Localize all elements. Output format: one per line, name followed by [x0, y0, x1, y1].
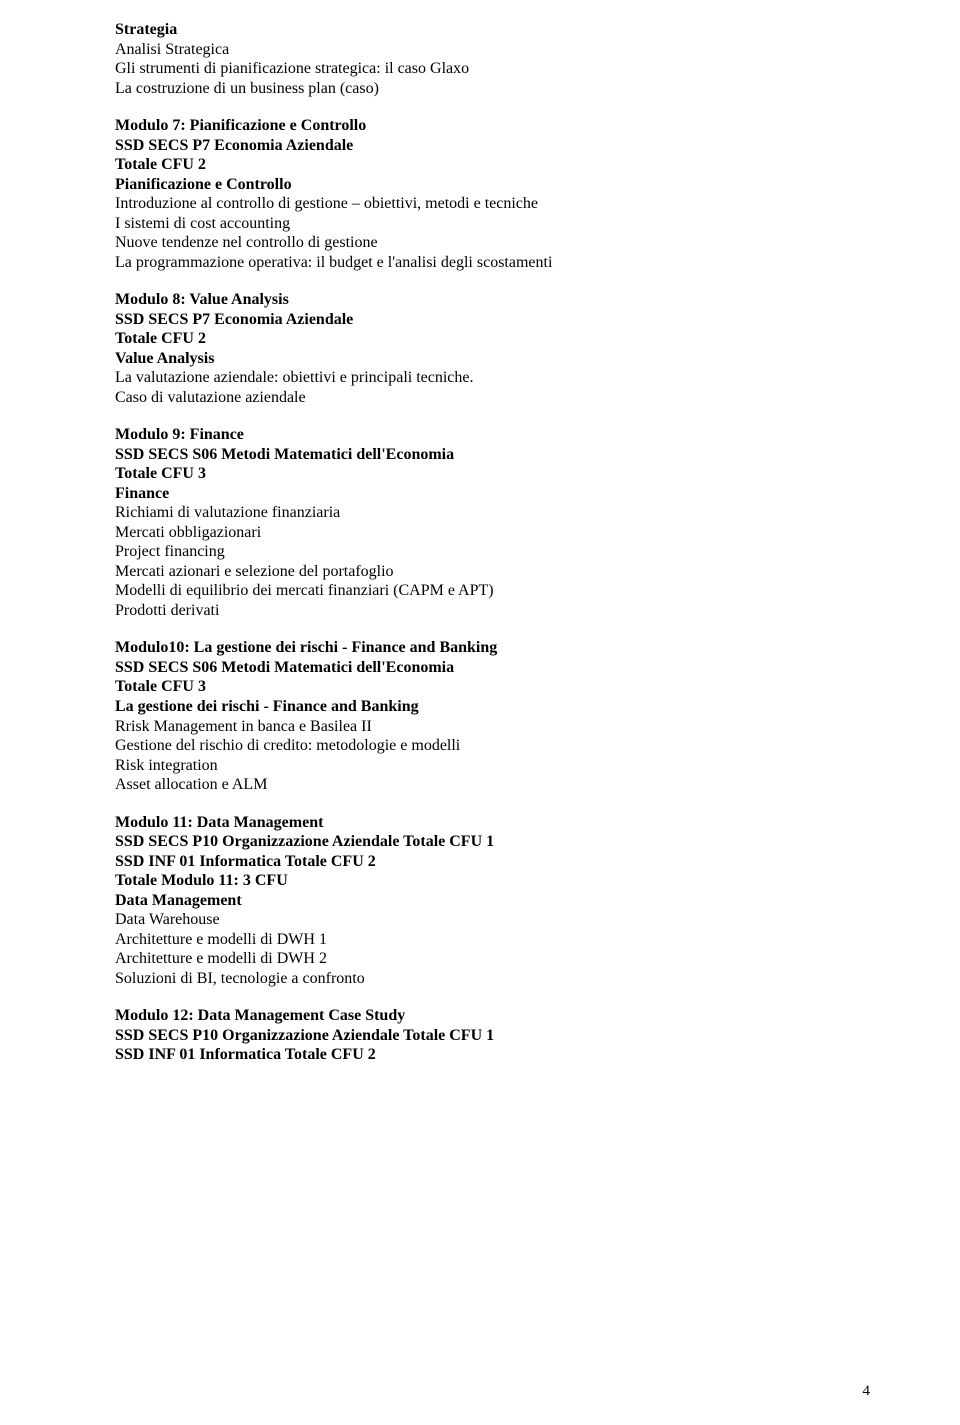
- section: Modulo 11: Data ManagementSSD SECS P10 O…: [115, 813, 870, 989]
- text-line: Modulo 7: Pianificazione e Controllo: [115, 116, 870, 136]
- text-line: SSD SECS S06 Metodi Matematici dell'Econ…: [115, 445, 870, 465]
- text-line: Architetture e modelli di DWH 2: [115, 949, 870, 969]
- text-line: SSD INF 01 Informatica Totale CFU 2: [115, 1045, 870, 1065]
- text-line: Data Warehouse: [115, 910, 870, 930]
- page-number: 4: [863, 1382, 871, 1400]
- text-line: Gestione del rischio di credito: metodol…: [115, 736, 870, 756]
- text-line: Totale Modulo 11: 3 CFU: [115, 871, 870, 891]
- text-line: Introduzione al controllo di gestione – …: [115, 194, 870, 214]
- text-line: SSD SECS P7 Economia Aziendale: [115, 136, 870, 156]
- text-line: I sistemi di cost accounting: [115, 214, 870, 234]
- document-body: StrategiaAnalisi StrategicaGli strumenti…: [115, 20, 870, 1065]
- section: Modulo 12: Data Management Case StudySSD…: [115, 1006, 870, 1065]
- text-line: SSD SECS P10 Organizzazione Aziendale To…: [115, 832, 870, 852]
- section: Modulo 7: Pianificazione e ControlloSSD …: [115, 116, 870, 272]
- text-line: Nuove tendenze nel controllo di gestione: [115, 233, 870, 253]
- text-line: Pianificazione e Controllo: [115, 175, 870, 195]
- text-line: Totale CFU 3: [115, 677, 870, 697]
- text-line: Data Management: [115, 891, 870, 911]
- text-line: Asset allocation e ALM: [115, 775, 870, 795]
- text-line: Prodotti derivati: [115, 601, 870, 621]
- text-line: Modelli di equilibrio dei mercati finanz…: [115, 581, 870, 601]
- text-line: La gestione dei rischi - Finance and Ban…: [115, 697, 870, 717]
- text-line: Strategia: [115, 20, 870, 40]
- text-line: Project financing: [115, 542, 870, 562]
- text-line: Rrisk Management in banca e Basilea II: [115, 717, 870, 737]
- text-line: SSD INF 01 Informatica Totale CFU 2: [115, 852, 870, 872]
- section: Modulo 8: Value AnalysisSSD SECS P7 Econ…: [115, 290, 870, 407]
- section: StrategiaAnalisi StrategicaGli strumenti…: [115, 20, 870, 98]
- text-line: Modulo10: La gestione dei rischi - Finan…: [115, 638, 870, 658]
- text-line: Mercati azionari e selezione del portafo…: [115, 562, 870, 582]
- text-line: Modulo 9: Finance: [115, 425, 870, 445]
- text-line: Caso di valutazione aziendale: [115, 388, 870, 408]
- text-line: La valutazione aziendale: obiettivi e pr…: [115, 368, 870, 388]
- section: Modulo10: La gestione dei rischi - Finan…: [115, 638, 870, 794]
- text-line: Risk integration: [115, 756, 870, 776]
- text-line: SSD SECS P7 Economia Aziendale: [115, 310, 870, 330]
- text-line: Gli strumenti di pianificazione strategi…: [115, 59, 870, 79]
- text-line: La programmazione operativa: il budget e…: [115, 253, 870, 273]
- text-line: Analisi Strategica: [115, 40, 870, 60]
- text-line: Modulo 11: Data Management: [115, 813, 870, 833]
- text-line: Totale CFU 2: [115, 329, 870, 349]
- text-line: Modulo 8: Value Analysis: [115, 290, 870, 310]
- text-line: SSD SECS P10 Organizzazione Aziendale To…: [115, 1026, 870, 1046]
- text-line: La costruzione di un business plan (caso…: [115, 79, 870, 99]
- section: Modulo 9: FinanceSSD SECS S06 Metodi Mat…: [115, 425, 870, 620]
- text-line: Finance: [115, 484, 870, 504]
- text-line: Soluzioni di BI, tecnologie a confronto: [115, 969, 870, 989]
- text-line: Richiami di valutazione finanziaria: [115, 503, 870, 523]
- text-line: Value Analysis: [115, 349, 870, 369]
- text-line: Modulo 12: Data Management Case Study: [115, 1006, 870, 1026]
- text-line: Architetture e modelli di DWH 1: [115, 930, 870, 950]
- text-line: Totale CFU 3: [115, 464, 870, 484]
- text-line: Mercati obbligazionari: [115, 523, 870, 543]
- text-line: Totale CFU 2: [115, 155, 870, 175]
- text-line: SSD SECS S06 Metodi Matematici dell'Econ…: [115, 658, 870, 678]
